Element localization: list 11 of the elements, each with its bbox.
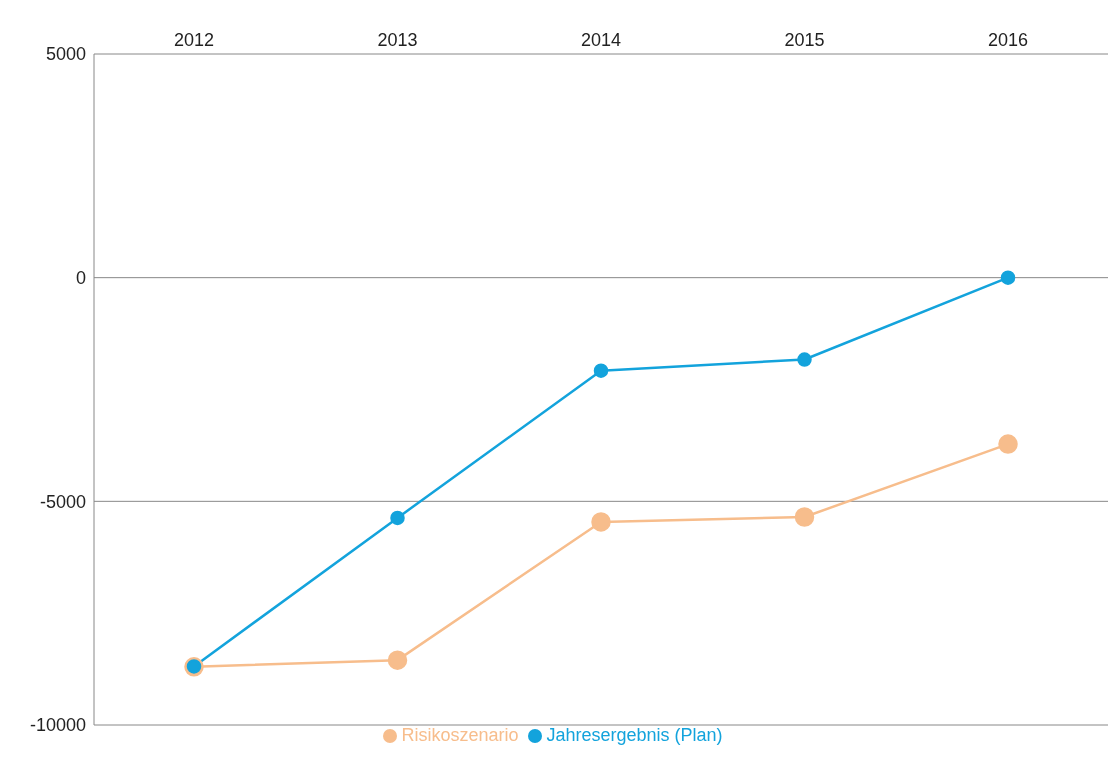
legend-label: Jahresergebnis (Plan)	[546, 725, 723, 745]
legend-label: Risikoszenario	[401, 725, 519, 745]
y-tick-label: -5000	[39, 491, 86, 512]
y-tick-label: 5000	[45, 44, 86, 65]
y-tick-label: -10000	[29, 715, 86, 736]
x-tick-label: 2014	[580, 30, 622, 50]
x-tick-label: 2016	[987, 30, 1029, 50]
x-tick-label: 2012	[173, 30, 215, 50]
x-tick-label: 2015	[784, 30, 825, 50]
x-tick-label: 2013	[377, 30, 418, 50]
y-tick-label: 0	[75, 268, 86, 289]
